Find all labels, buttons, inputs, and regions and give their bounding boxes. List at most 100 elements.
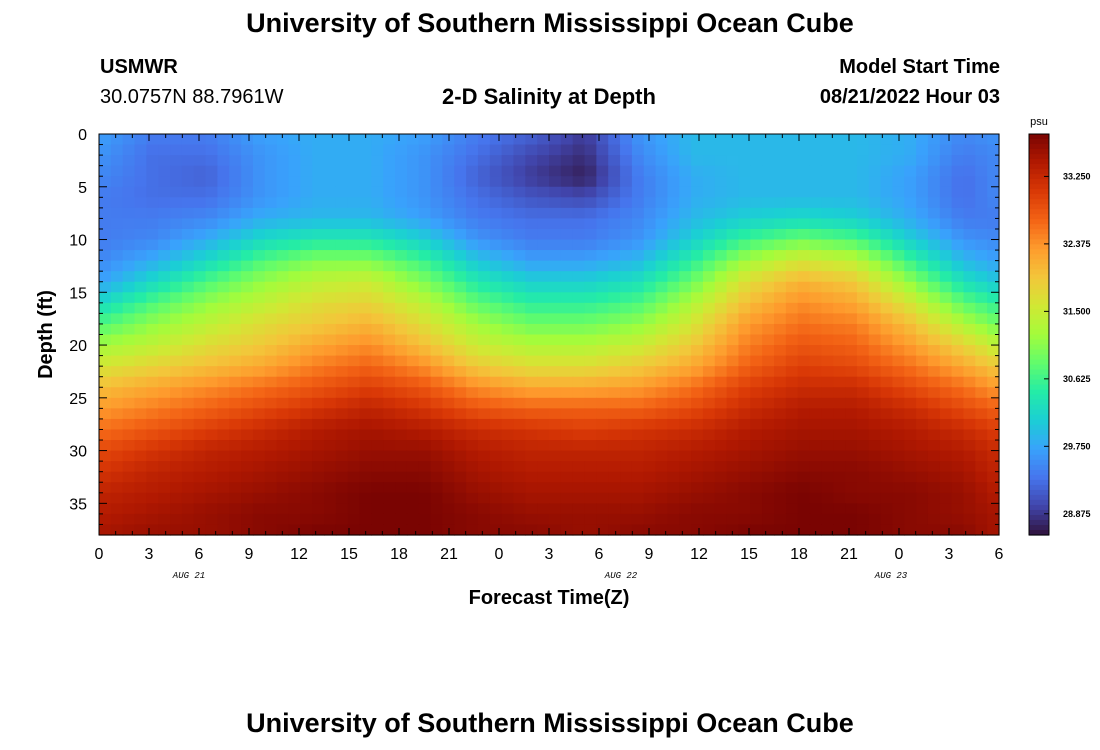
heatmap-cell (868, 450, 882, 462)
heatmap-cell (643, 471, 657, 483)
heatmap-cell (797, 450, 811, 462)
heatmap-cell (335, 186, 349, 198)
heatmap-cell (264, 429, 278, 441)
heatmap-cell (738, 334, 751, 346)
heatmap-cell (276, 207, 290, 220)
heatmap-cell (549, 197, 562, 209)
heatmap-cell (383, 144, 396, 156)
heatmap-cell (146, 345, 159, 357)
heatmap-cell (809, 250, 822, 262)
heatmap-cell (264, 250, 278, 262)
heatmap-cell (359, 176, 372, 188)
heatmap-cell (122, 271, 136, 283)
heatmap-cell (714, 228, 728, 241)
heatmap-cell (335, 376, 349, 388)
heatmap-cell (229, 228, 242, 241)
heatmap-cell (312, 250, 325, 262)
heatmap-cell (821, 450, 834, 462)
heatmap-cell (525, 144, 538, 156)
heatmap-cell (181, 366, 195, 378)
heatmap-cell (264, 207, 278, 220)
heatmap-cell (300, 228, 313, 241)
heatmap-cell (702, 334, 716, 346)
heatmap-cell (596, 429, 609, 441)
heatmap-cell (738, 418, 751, 431)
heatmap-cell (146, 260, 159, 272)
heatmap-cell (797, 144, 811, 156)
heatmap-cell (395, 239, 408, 251)
heatmap-cell (987, 239, 1000, 251)
heatmap-cell (217, 366, 230, 378)
heatmap-cell (927, 513, 941, 526)
heatmap-cell (596, 355, 609, 367)
heatmap-cell (170, 218, 183, 230)
heatmap-cell (655, 418, 669, 431)
heatmap-cell (335, 292, 349, 304)
heatmap-cell (572, 186, 586, 198)
heatmap-cell (395, 376, 408, 388)
heatmap-cell (466, 334, 479, 346)
heatmap-cell (572, 176, 586, 188)
heatmap-cell (774, 408, 787, 420)
heatmap-cell (631, 345, 645, 357)
heatmap-cell (122, 482, 136, 494)
heatmap-cell (951, 450, 965, 462)
heatmap-cell (347, 176, 361, 188)
heatmap-cell (904, 408, 917, 420)
heatmap-cell (217, 418, 230, 431)
heatmap-cell (560, 218, 574, 230)
heatmap-cell (868, 440, 882, 452)
heatmap-cell (785, 366, 799, 378)
heatmap-cell (833, 503, 846, 515)
heatmap-cell (217, 239, 230, 251)
heatmap-cell (146, 461, 159, 473)
heatmap-cell (750, 165, 763, 177)
heatmap-cell (726, 345, 740, 357)
heatmap-cell (193, 292, 207, 304)
heatmap-cell (300, 397, 313, 409)
heatmap-cell (264, 408, 278, 420)
heatmap-cell (774, 292, 787, 304)
heatmap-cell (963, 260, 976, 272)
heatmap-cell (158, 144, 171, 156)
heatmap-cell (442, 271, 455, 283)
heatmap-cell (466, 513, 479, 526)
heatmap-cell (489, 250, 503, 262)
heatmap-cell (347, 281, 361, 293)
heatmap-cell (762, 260, 775, 272)
heatmap-cell (975, 461, 988, 473)
heatmap-cell (702, 450, 716, 462)
heatmap-cell (560, 302, 574, 314)
heatmap-cell (406, 155, 420, 167)
heatmap-cell (951, 292, 965, 304)
heatmap-cell (418, 345, 432, 357)
heatmap-cell (868, 144, 882, 156)
heatmap-cell (679, 345, 692, 357)
heatmap-cell (181, 450, 195, 462)
heatmap-cell (276, 366, 290, 378)
heatmap-cell (572, 144, 586, 156)
heatmap-cell (549, 492, 562, 504)
heatmap-cell (726, 250, 740, 262)
heatmap-cell (181, 418, 195, 431)
heatmap-cell (631, 302, 645, 314)
heatmap-cell (252, 482, 266, 494)
heatmap-cell (205, 239, 219, 251)
heatmap-cell (181, 239, 195, 251)
heatmap-cell (892, 376, 905, 388)
heatmap-cell (359, 355, 372, 367)
heatmap-cell (300, 513, 313, 526)
heatmap-cell (134, 302, 147, 314)
heatmap-cell (797, 165, 811, 177)
heatmap-cell (726, 165, 740, 177)
heatmap-cell (620, 482, 633, 494)
heatmap-cell (324, 397, 337, 409)
heatmap-cell (620, 228, 633, 241)
heatmap-cell (110, 334, 124, 346)
heatmap-cell (276, 271, 290, 283)
heatmap-cell (442, 429, 455, 441)
heatmap-cell (691, 228, 704, 241)
heatmap-cell (181, 313, 195, 325)
heatmap-cell (217, 503, 230, 515)
colorbar-segment (1029, 319, 1049, 326)
